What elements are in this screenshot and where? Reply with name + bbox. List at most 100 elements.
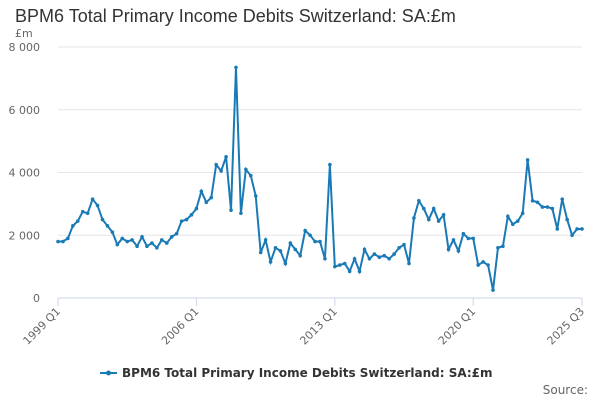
data-point[interactable] <box>372 252 377 256</box>
data-point[interactable] <box>179 219 184 223</box>
data-point[interactable] <box>140 235 144 239</box>
data-point[interactable] <box>352 256 357 261</box>
data-point[interactable] <box>115 242 120 247</box>
data-point[interactable] <box>194 206 199 211</box>
data-point[interactable] <box>199 189 204 194</box>
data-point[interactable] <box>580 227 584 231</box>
data-point[interactable] <box>347 269 352 274</box>
data-point[interactable] <box>174 231 179 236</box>
data-point[interactable] <box>229 208 233 212</box>
data-point[interactable] <box>357 269 362 274</box>
data-point[interactable] <box>100 217 105 222</box>
data-point[interactable] <box>426 217 431 222</box>
data-point[interactable] <box>525 158 530 162</box>
data-point[interactable] <box>125 239 130 244</box>
data-point[interactable] <box>248 173 253 178</box>
data-point[interactable] <box>273 246 278 250</box>
data-point[interactable] <box>471 236 476 241</box>
data-point[interactable] <box>234 65 238 70</box>
data-point[interactable] <box>392 252 396 256</box>
data-point[interactable] <box>169 235 174 239</box>
data-point[interactable] <box>184 217 189 222</box>
data-point[interactable] <box>75 219 80 223</box>
data-point[interactable] <box>263 238 268 242</box>
data-point[interactable] <box>278 249 283 253</box>
data-point[interactable] <box>575 227 579 231</box>
data-point[interactable] <box>204 200 209 205</box>
data-point[interactable] <box>189 213 194 217</box>
data-point[interactable] <box>333 264 337 269</box>
data-point[interactable] <box>476 263 480 267</box>
data-point[interactable] <box>71 224 75 228</box>
data-point[interactable] <box>506 214 510 219</box>
data-point[interactable] <box>446 247 451 252</box>
data-point[interactable] <box>130 238 134 242</box>
data-point[interactable] <box>377 255 382 260</box>
data-point[interactable] <box>407 261 411 266</box>
data-point[interactable] <box>431 206 436 211</box>
data-point[interactable] <box>328 162 332 167</box>
data-point[interactable] <box>95 203 100 208</box>
data-point[interactable] <box>150 241 154 245</box>
data-point[interactable] <box>258 250 263 255</box>
data-point[interactable] <box>510 222 515 227</box>
data-point[interactable] <box>535 200 540 205</box>
data-point[interactable] <box>244 167 248 172</box>
data-point[interactable] <box>239 211 243 216</box>
data-point[interactable] <box>105 224 110 228</box>
data-point[interactable] <box>540 205 545 209</box>
data-point[interactable] <box>268 260 273 264</box>
data-point[interactable] <box>66 236 70 241</box>
data-point[interactable] <box>155 246 159 250</box>
data-point[interactable] <box>402 242 406 247</box>
data-point[interactable] <box>515 219 520 223</box>
data-point[interactable] <box>318 239 322 244</box>
data-point[interactable] <box>308 233 312 238</box>
data-point[interactable] <box>293 247 298 252</box>
data-point[interactable] <box>313 239 317 244</box>
data-point[interactable] <box>214 162 218 167</box>
data-point[interactable] <box>555 227 560 231</box>
data-point[interactable] <box>422 206 426 211</box>
data-point[interactable] <box>496 246 500 250</box>
data-point[interactable] <box>362 247 367 252</box>
data-point[interactable] <box>110 230 115 234</box>
data-point[interactable] <box>298 253 303 258</box>
data-point[interactable] <box>461 231 466 236</box>
data-point[interactable] <box>570 233 574 238</box>
data-point[interactable] <box>90 197 95 201</box>
data-point[interactable] <box>224 155 228 159</box>
data-point[interactable] <box>80 209 85 214</box>
data-point[interactable] <box>382 253 387 258</box>
data-point[interactable] <box>466 236 471 241</box>
data-point[interactable] <box>209 195 214 200</box>
data-point[interactable] <box>501 244 505 249</box>
data-point[interactable] <box>481 260 485 264</box>
data-point[interactable] <box>456 249 461 253</box>
data-point[interactable] <box>283 261 288 266</box>
data-point[interactable] <box>486 263 490 267</box>
data-point[interactable] <box>337 263 342 267</box>
data-point[interactable] <box>253 194 258 198</box>
data-point[interactable] <box>303 228 307 233</box>
data-point[interactable] <box>120 236 125 241</box>
data-point[interactable] <box>61 239 65 244</box>
data-point[interactable] <box>135 244 139 249</box>
data-point[interactable] <box>367 256 372 261</box>
data-point[interactable] <box>530 198 535 203</box>
data-point[interactable] <box>441 213 446 217</box>
data-point[interactable] <box>145 244 149 249</box>
data-point[interactable] <box>545 205 550 209</box>
data-point[interactable] <box>451 238 456 242</box>
data-point[interactable] <box>560 197 565 201</box>
data-point[interactable] <box>565 217 569 222</box>
data-point[interactable] <box>342 261 347 266</box>
data-point[interactable] <box>520 211 525 216</box>
data-point[interactable] <box>160 238 164 242</box>
data-point[interactable] <box>219 169 223 173</box>
data-point[interactable] <box>397 246 401 250</box>
data-point[interactable] <box>417 198 421 203</box>
data-point[interactable] <box>85 211 90 216</box>
data-point[interactable] <box>491 288 495 292</box>
data-point[interactable] <box>323 256 327 261</box>
